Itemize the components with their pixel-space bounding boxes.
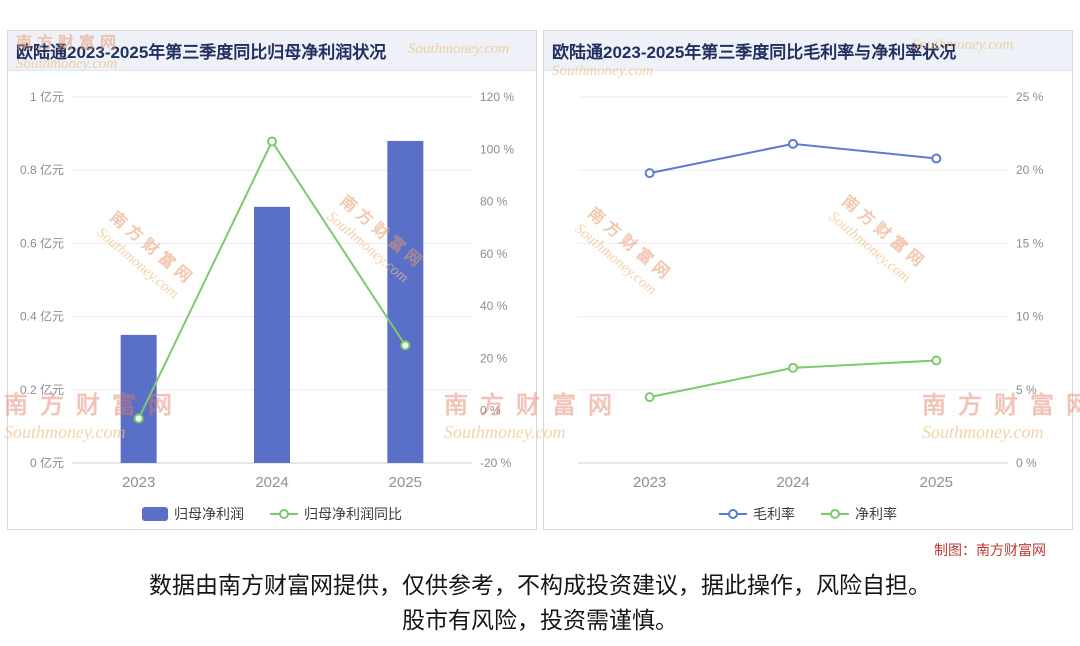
svg-text:2024: 2024: [776, 474, 809, 491]
svg-text:20 %: 20 %: [1016, 163, 1044, 177]
legend-item-net-margin[interactable]: 净利率: [821, 504, 897, 524]
net-profit-chart-title: 欧陆通2023-2025年第三季度同比归母净利润状况: [8, 31, 536, 71]
svg-text:80 %: 80 %: [480, 195, 508, 209]
legend-item-net-profit[interactable]: 归母净利润: [142, 504, 244, 524]
legend-label: 毛利率: [753, 506, 795, 522]
svg-text:5 %: 5 %: [1016, 383, 1037, 397]
svg-text:40 %: 40 %: [480, 299, 508, 313]
legend-label: 归母净利润同比: [304, 506, 402, 522]
svg-text:2024: 2024: [255, 474, 288, 491]
svg-text:100 %: 100 %: [480, 142, 514, 156]
net-profit-bar-chart: 0 亿元 0.2 亿元 0.4 亿元 0.6 亿元 0.8 亿元 1 亿元 -20 % 0 %…: [8, 71, 536, 499]
margins-chart-title: 欧陆通2023-2025年第三季度同比毛利率与净利率状况: [544, 31, 1072, 71]
svg-text:2025: 2025: [389, 474, 422, 491]
svg-text:0 %: 0 %: [480, 404, 501, 418]
svg-text:25 %: 25 %: [1016, 90, 1044, 104]
margins-panel: 欧陆通2023-2025年第三季度同比毛利率与净利率状况 0 % 5 % 10 % 1…: [543, 30, 1073, 530]
legend-label: 净利率: [855, 506, 897, 522]
chart-credit: 制图：南方财富网: [934, 542, 1046, 558]
line-marker-icon: [719, 508, 747, 520]
svg-text:120 %: 120 %: [480, 90, 514, 104]
charts-row: 欧陆通2023-2025年第三季度同比归母净利润状况 0 亿元 0.2 亿元 0.4…: [0, 0, 1080, 530]
svg-text:0 亿元: 0 亿元: [30, 455, 64, 470]
net-profit-legend: 归母净利润 归母净利润同比: [8, 499, 536, 529]
svg-text:0.2 亿元: 0.2 亿元: [20, 382, 64, 397]
svg-text:-20 %: -20 %: [480, 456, 512, 470]
legend-item-net-profit-yoy[interactable]: 归母净利润同比: [270, 504, 402, 524]
disclaimer-line-1: 数据由南方财富网提供，仅供参考，不构成投资建议，据此操作，风险自担。: [149, 572, 931, 598]
net-profit-panel: 欧陆通2023-2025年第三季度同比归母净利润状况 0 亿元 0.2 亿元 0.4…: [7, 30, 537, 530]
svg-text:20 %: 20 %: [480, 351, 508, 365]
svg-text:60 %: 60 %: [480, 247, 508, 261]
svg-text:2025: 2025: [920, 474, 953, 491]
margins-legend: 毛利率 净利率: [544, 499, 1072, 529]
legend-item-gross-margin[interactable]: 毛利率: [719, 504, 795, 524]
svg-text:0.6 亿元: 0.6 亿元: [20, 235, 64, 250]
line-marker-icon: [821, 508, 849, 520]
svg-text:2023: 2023: [633, 474, 666, 491]
svg-text:15 %: 15 %: [1016, 236, 1044, 250]
svg-text:10 %: 10 %: [1016, 310, 1044, 324]
disclaimer-line-2: 股市有风险，投资需谨慎。: [402, 606, 678, 633]
margins-line-chart: 0 % 5 % 10 % 15 % 20 % 25 % 2023 2024 2025: [544, 71, 1072, 499]
legend-label: 归母净利润: [174, 506, 244, 522]
bar-swatch-icon: [142, 507, 168, 521]
svg-text:1 亿元: 1 亿元: [30, 89, 64, 104]
svg-text:0 %: 0 %: [1016, 456, 1037, 470]
svg-text:0.4 亿元: 0.4 亿元: [20, 309, 64, 324]
line-marker-icon: [270, 508, 298, 520]
svg-text:2023: 2023: [122, 474, 155, 491]
svg-text:0.8 亿元: 0.8 亿元: [20, 162, 64, 177]
